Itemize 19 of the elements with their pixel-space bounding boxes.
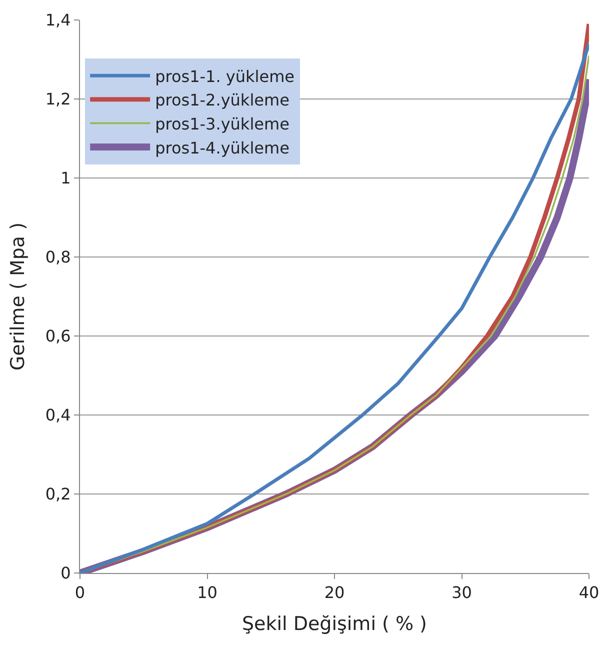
- x-tick-label: 0: [74, 583, 86, 602]
- y-tick-label: 0,6: [45, 326, 71, 346]
- legend-label: pros1-3.yükleme: [155, 114, 290, 134]
- y-tick-label: 0: [60, 564, 71, 583]
- x-axis-title: Şekil Değişimi ( % ): [242, 613, 427, 635]
- x-tick-label: 10: [197, 583, 218, 602]
- y-tick-label: 1,4: [45, 10, 71, 30]
- y-tick-label: 0,4: [45, 406, 71, 425]
- x-tick-label: 20: [324, 583, 345, 602]
- legend-label: pros1-1. yükleme: [155, 66, 294, 86]
- x-tick-label: 30: [452, 583, 472, 602]
- y-tick-label: 1,2: [45, 90, 71, 109]
- x-tick-label: 40: [578, 583, 600, 602]
- y-axis-title: Gerilme ( Mpa ): [7, 222, 30, 371]
- y-tick-label: 1: [60, 168, 71, 188]
- legend-label: pros1-2.yükleme: [155, 90, 290, 110]
- legend-label: pros1-4.yükleme: [155, 138, 290, 158]
- y-tick-label: 0,2: [45, 484, 71, 504]
- y-tick-label: 0,8: [45, 248, 71, 267]
